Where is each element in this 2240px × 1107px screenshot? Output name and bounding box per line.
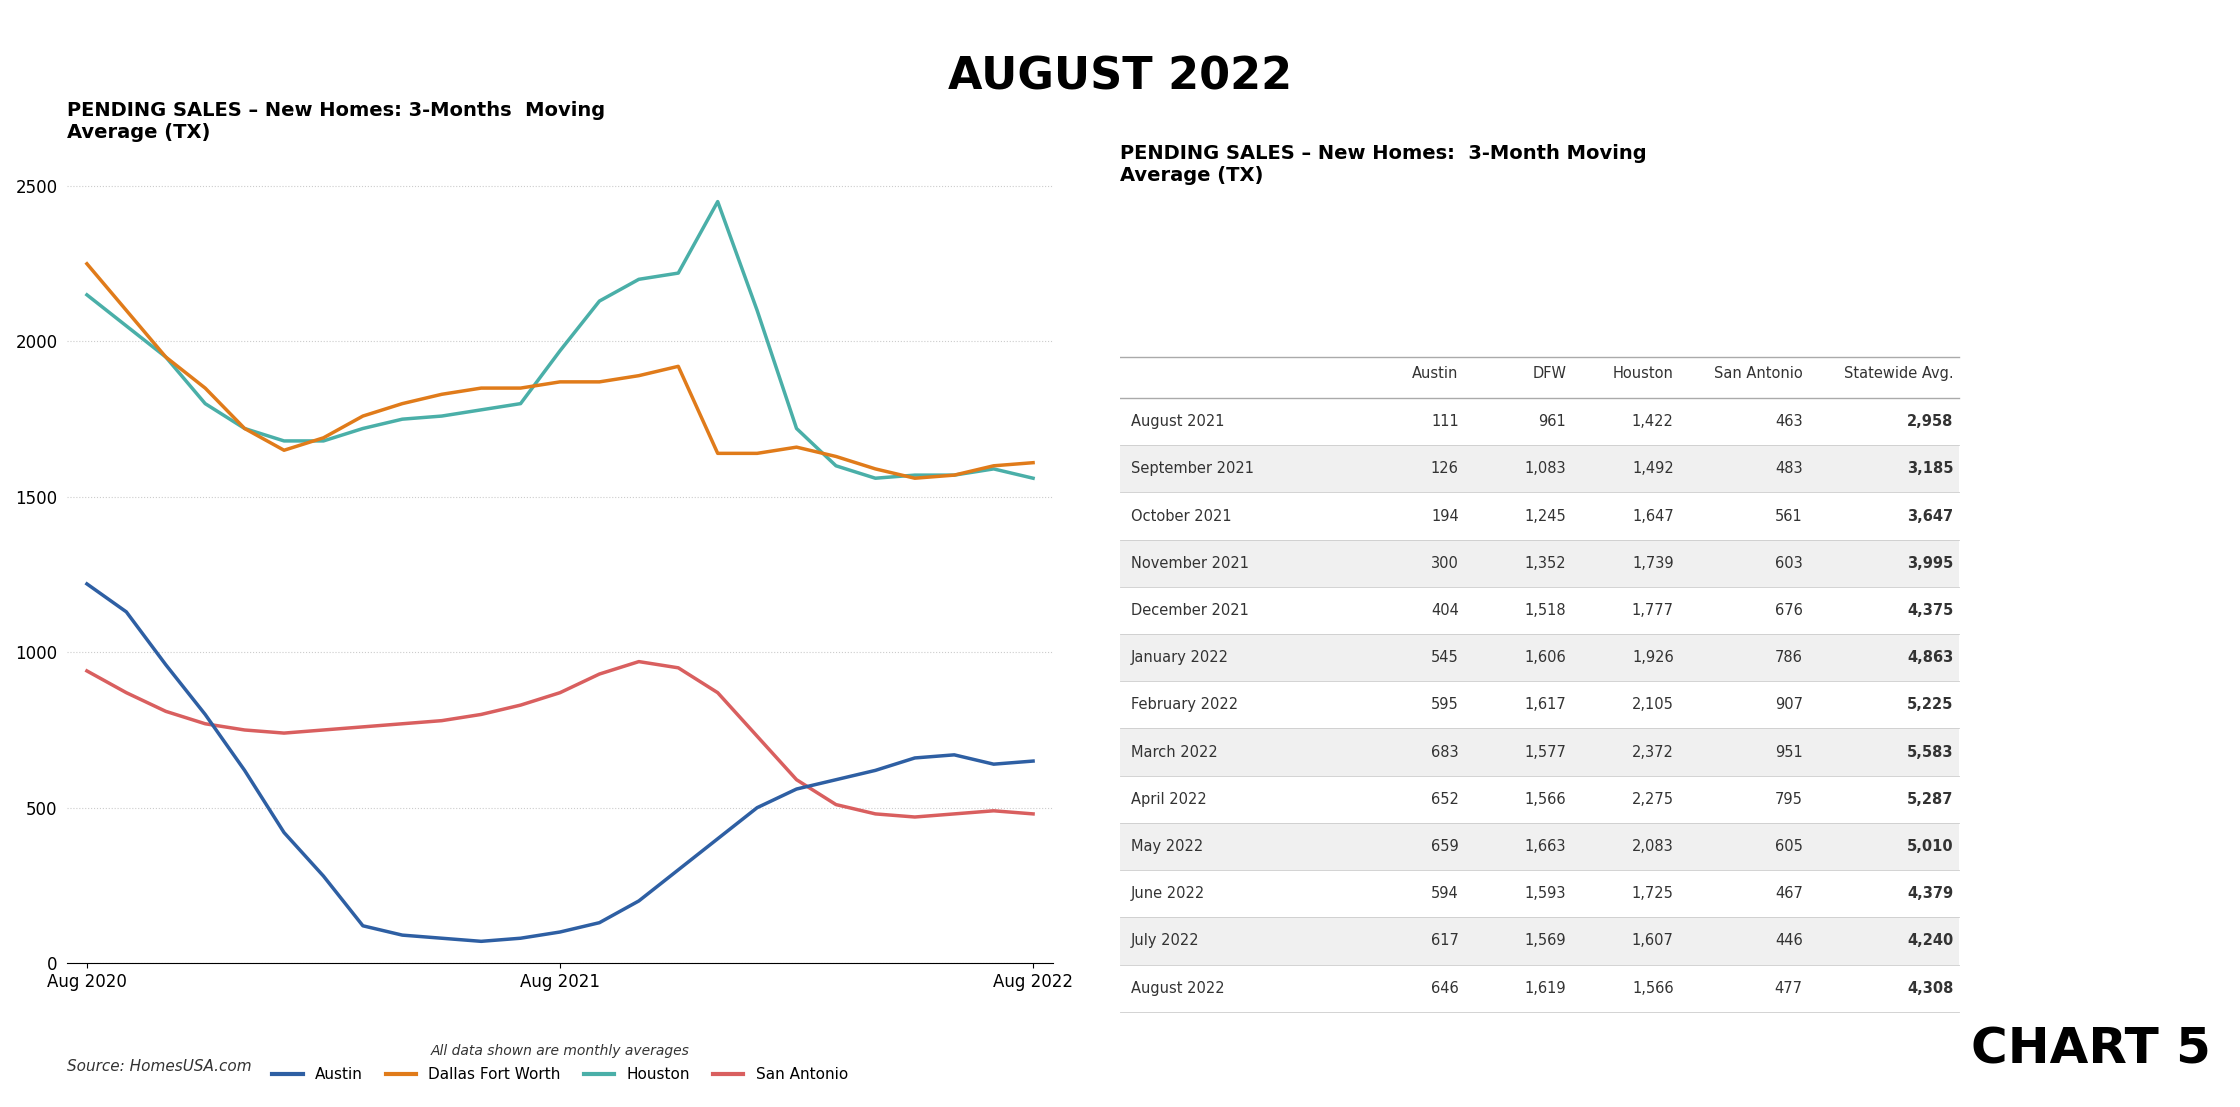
Text: PENDING SALES – New Homes:  3-Month Moving
Average (TX): PENDING SALES – New Homes: 3-Month Movin… [1120, 144, 1646, 185]
Text: Houston: Houston [1613, 365, 1673, 381]
Text: 3,647: 3,647 [1906, 508, 1953, 524]
Text: 1,492: 1,492 [1633, 462, 1673, 476]
Text: May 2022: May 2022 [1131, 839, 1203, 853]
Text: 483: 483 [1774, 462, 1803, 476]
Text: 194: 194 [1431, 508, 1458, 524]
Text: Statewide Avg.: Statewide Avg. [1844, 365, 1953, 381]
Text: 1,352: 1,352 [1525, 556, 1566, 571]
Text: 786: 786 [1774, 650, 1803, 665]
Text: Austin: Austin [1411, 365, 1458, 381]
Text: 1,422: 1,422 [1633, 414, 1673, 430]
Text: 646: 646 [1431, 981, 1458, 995]
Text: Source: HomesUSA.com: Source: HomesUSA.com [67, 1058, 251, 1074]
Text: 605: 605 [1774, 839, 1803, 853]
Text: 1,619: 1,619 [1525, 981, 1566, 995]
Text: 659: 659 [1431, 839, 1458, 853]
Text: 1,647: 1,647 [1633, 508, 1673, 524]
Text: 4,240: 4,240 [1906, 933, 1953, 949]
Text: 126: 126 [1431, 462, 1458, 476]
Text: 1,739: 1,739 [1633, 556, 1673, 571]
Bar [1120, 823, 1958, 870]
Text: 4,379: 4,379 [1906, 887, 1953, 901]
Text: All data shown are monthly averages: All data shown are monthly averages [430, 1044, 690, 1058]
Text: CHART 5: CHART 5 [1971, 1026, 2211, 1074]
Text: 1,663: 1,663 [1525, 839, 1566, 853]
Legend: Austin, Dallas Fort Worth, Houston, San Antonio: Austin, Dallas Fort Worth, Houston, San … [267, 1062, 853, 1088]
Bar [1120, 634, 1958, 681]
Text: 5,287: 5,287 [1906, 792, 1953, 807]
Text: 617: 617 [1431, 933, 1458, 949]
Text: 683: 683 [1431, 745, 1458, 759]
Text: 1,577: 1,577 [1525, 745, 1566, 759]
Text: 1,593: 1,593 [1525, 887, 1566, 901]
Text: 961: 961 [1539, 414, 1566, 430]
Text: 463: 463 [1774, 414, 1803, 430]
Text: 2,372: 2,372 [1633, 745, 1673, 759]
Text: 467: 467 [1774, 887, 1803, 901]
Text: 2,958: 2,958 [1906, 414, 1953, 430]
Text: 3,995: 3,995 [1906, 556, 1953, 571]
Text: 111: 111 [1431, 414, 1458, 430]
Text: 1,725: 1,725 [1633, 887, 1673, 901]
Text: 446: 446 [1774, 933, 1803, 949]
Text: 951: 951 [1774, 745, 1803, 759]
Text: 652: 652 [1431, 792, 1458, 807]
Text: 4,375: 4,375 [1906, 603, 1953, 618]
Text: November 2021: November 2021 [1131, 556, 1248, 571]
Text: August 2022: August 2022 [1131, 981, 1225, 995]
Text: 1,518: 1,518 [1525, 603, 1566, 618]
Bar [1120, 918, 1958, 964]
Bar [1120, 540, 1958, 587]
Text: 1,926: 1,926 [1633, 650, 1673, 665]
Text: 1,607: 1,607 [1633, 933, 1673, 949]
Text: 1,606: 1,606 [1525, 650, 1566, 665]
Text: 3,185: 3,185 [1906, 462, 1953, 476]
Text: 907: 907 [1774, 697, 1803, 713]
Text: 1,083: 1,083 [1525, 462, 1566, 476]
Text: 595: 595 [1431, 697, 1458, 713]
Bar [1120, 728, 1958, 776]
Text: March 2022: March 2022 [1131, 745, 1219, 759]
Text: PENDING SALES – New Homes: 3-Months  Moving
Average (TX): PENDING SALES – New Homes: 3-Months Movi… [67, 102, 605, 143]
Text: 1,617: 1,617 [1525, 697, 1566, 713]
Text: 404: 404 [1431, 603, 1458, 618]
Text: DFW: DFW [1532, 365, 1566, 381]
Text: 1,245: 1,245 [1525, 508, 1566, 524]
Text: 545: 545 [1431, 650, 1458, 665]
Text: 1,566: 1,566 [1525, 792, 1566, 807]
Text: 1,566: 1,566 [1633, 981, 1673, 995]
Text: 2,275: 2,275 [1631, 792, 1673, 807]
Text: 603: 603 [1774, 556, 1803, 571]
Text: 300: 300 [1431, 556, 1458, 571]
Text: 5,010: 5,010 [1906, 839, 1953, 853]
Text: 676: 676 [1774, 603, 1803, 618]
Text: 5,225: 5,225 [1906, 697, 1953, 713]
Text: 4,308: 4,308 [1906, 981, 1953, 995]
Text: September 2021: September 2021 [1131, 462, 1254, 476]
Text: 4,863: 4,863 [1906, 650, 1953, 665]
Text: 561: 561 [1774, 508, 1803, 524]
Text: 795: 795 [1774, 792, 1803, 807]
Text: August 2021: August 2021 [1131, 414, 1225, 430]
Bar [1120, 445, 1958, 493]
Text: December 2021: December 2021 [1131, 603, 1248, 618]
Text: 2,105: 2,105 [1633, 697, 1673, 713]
Text: 477: 477 [1774, 981, 1803, 995]
Text: 5,583: 5,583 [1906, 745, 1953, 759]
Text: July 2022: July 2022 [1131, 933, 1198, 949]
Text: AUGUST 2022: AUGUST 2022 [948, 55, 1292, 99]
Text: June 2022: June 2022 [1131, 887, 1205, 901]
Text: April 2022: April 2022 [1131, 792, 1207, 807]
Text: 594: 594 [1431, 887, 1458, 901]
Text: San Antonio: San Antonio [1714, 365, 1803, 381]
Text: February 2022: February 2022 [1131, 697, 1239, 713]
Text: October 2021: October 2021 [1131, 508, 1232, 524]
Text: 1,777: 1,777 [1631, 603, 1673, 618]
Text: 1,569: 1,569 [1525, 933, 1566, 949]
Text: 2,083: 2,083 [1633, 839, 1673, 853]
Text: January 2022: January 2022 [1131, 650, 1230, 665]
